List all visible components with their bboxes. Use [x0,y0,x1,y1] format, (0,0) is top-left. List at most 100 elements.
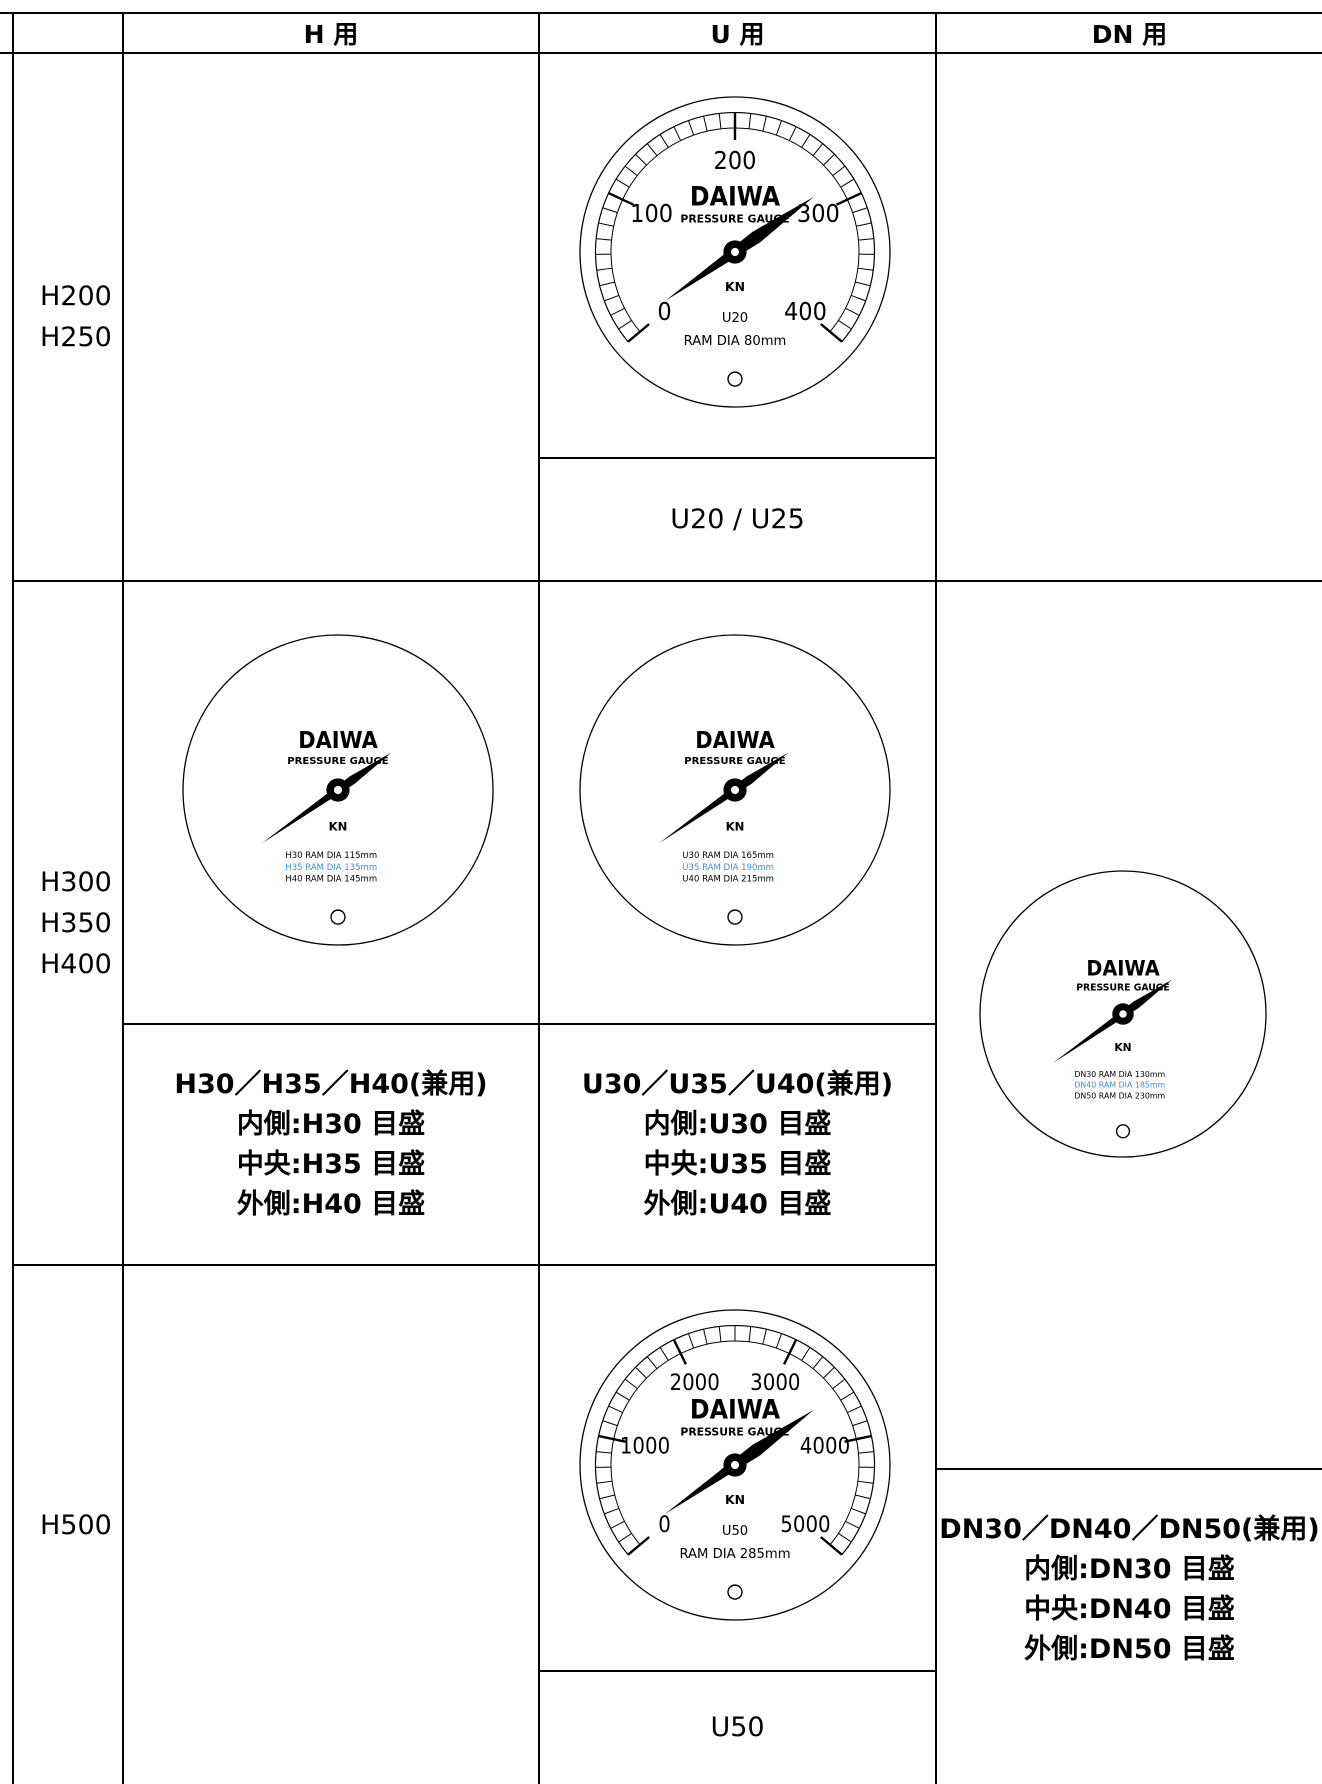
gauge-minor-tick [659,1347,669,1361]
gauge-brand: DAIWA [695,727,775,754]
gauge-brand: DAIWA [690,1396,781,1426]
gauge-logo-icon [727,909,743,925]
grid-u20-split [538,457,937,459]
gauge-minor-tick [857,1480,874,1484]
gauge-minor-tick [762,115,767,132]
grid-row2-bottom [12,1264,937,1266]
gauge-minor-tick [832,165,846,177]
gauge-minor-tick [687,1333,695,1349]
gauge-brand: DAIWA [298,727,378,754]
gauge-minor-tick [646,143,658,156]
gauge-dn30: 5001000150020002500300050010001500200020… [978,869,1268,1159]
gauge-minor-tick [599,281,615,287]
gauge-minor-tick [832,1378,846,1390]
caption-dn30: DN30／DN40／DN50(兼用) 内側:DN30 目盛 中央:DN40 目盛… [937,1470,1322,1710]
gauge-hub-pin [1119,1010,1127,1018]
gauge-minor-tick [624,1378,638,1390]
gauge-major-tick [820,1536,843,1556]
grid-row2-split [122,1023,937,1025]
gauge-legend-line: DN40 RAM DIA 185mm [1074,1081,1165,1090]
gauge-minor-tick [823,1366,835,1379]
gauge-scale-label: 400 [784,297,827,326]
gauge-scale-label: 3000 [750,1371,800,1396]
gauge-ram-dia: RAM DIA 80mm [684,334,787,349]
caption-text: U50 [710,1712,765,1743]
caption-h30: H30／H35／H40(兼用) 内側:H30 目盛 中央:H35 目盛 外側:H… [124,1025,538,1264]
gauge-minor-tick [801,1347,811,1361]
gauge-face-svg: 2004006008001000120020040060080010002004… [182,634,494,946]
header-dn-column: DN 用 [937,14,1322,52]
gauge-hub-pin [730,1460,740,1470]
gauge-hub-pin [730,247,740,257]
gauge-minor-tick [703,1328,708,1345]
grid-col3 [935,12,937,1784]
gauge-scale-label: 300 [797,199,840,228]
gauge-minor-tick [845,1520,860,1529]
grid-left [12,12,14,1784]
gauge-major-tick [820,323,843,343]
caption-outer: 外側:U40 目盛 [643,1188,832,1220]
grid-row1-bottom [12,580,1322,582]
gauge-minor-tick [856,222,872,227]
gauge-ram-dia: RAM DIA 285mm [679,1547,790,1562]
gauge-legend-line: U40 RAM DIA 215mm [682,874,774,884]
gauge-subtitle: PRESSURE GAUGE [680,1425,789,1438]
gauge-legend-line: U30 RAM DIA 165mm [682,851,774,861]
gauge-minor-tick [635,1366,647,1379]
grid-col2 [538,12,540,1784]
gauge-minor-tick [823,153,835,166]
caption-u30: U30／U35／U40(兼用) 内側:U30 目盛 中央:U35 目盛 外側:U… [540,1025,935,1264]
caption-inner: 内側:U30 目盛 [643,1108,832,1140]
gauge-major-tick [608,191,635,206]
header-u-column: U 用 [540,14,935,52]
row-label-h300: H300 H350 H400 [14,582,122,1264]
gauge-major-tick [598,1434,626,1443]
grid-header-bottom [0,52,1322,54]
gauge-minor-tick [812,1356,824,1369]
caption-outer: 外側:DN50 目盛 [1024,1634,1235,1665]
gauge-scale-label: 200 [714,146,757,175]
gauge-minor-tick [718,113,722,129]
gauge-minor-tick [845,307,860,316]
gauge-minor-tick [703,115,708,132]
caption-text: U20 / U25 [670,503,805,535]
caption-u20: U20 / U25 [540,459,935,580]
gauge-scale-arc-inner [610,1340,860,1546]
gauge-minor-tick [604,294,620,302]
gauge-logo-icon [727,371,743,387]
gauge-minor-tick [608,1405,623,1414]
gauge-scale-label: 100 [630,199,673,228]
caption-outer: 外側:H40 目盛 [236,1188,426,1220]
row-label-text: H300 [40,866,112,898]
gauge-minor-tick [855,1494,871,1500]
gauge-scale-label: 0 [658,1513,671,1538]
gauge-minor-tick [852,207,868,214]
gauge-minor-tick [812,143,824,156]
gauge-minor-tick [855,281,871,287]
row-label-h500: H500 [14,1266,122,1784]
gauge-legend-line: H40 RAM DIA 145mm [285,874,377,884]
gauge-minor-tick [602,1420,618,1427]
gauge-minor-tick [838,1533,852,1543]
gauge-minor-tick [748,113,752,129]
gauge-hub-pin [333,785,343,795]
gauge-minor-tick [857,267,874,271]
gauge-minor-tick [748,1326,752,1342]
gauge-minor-tick [624,165,638,177]
header-u-label: U 用 [710,20,765,49]
caption-u50: U50 [540,1672,935,1784]
gauge-minor-tick [775,120,783,136]
grid-top [0,12,1322,14]
gauge-minor-tick [762,1328,767,1345]
gauge-minor-tick [596,238,612,241]
gauge-minor-tick [599,1494,615,1500]
gauge-scale-label: 1000 [620,1435,670,1460]
gauge-scale-label: 4000 [800,1435,850,1460]
gauge-major-tick [627,1536,650,1556]
gauge-minor-tick [858,1451,874,1454]
gauge-unit: KN [1114,1041,1131,1054]
gauge-minor-tick [610,307,625,316]
gauge-u30: 5001000150020002500280050010001500200023… [578,633,892,947]
gauge-minor-tick [659,134,669,148]
